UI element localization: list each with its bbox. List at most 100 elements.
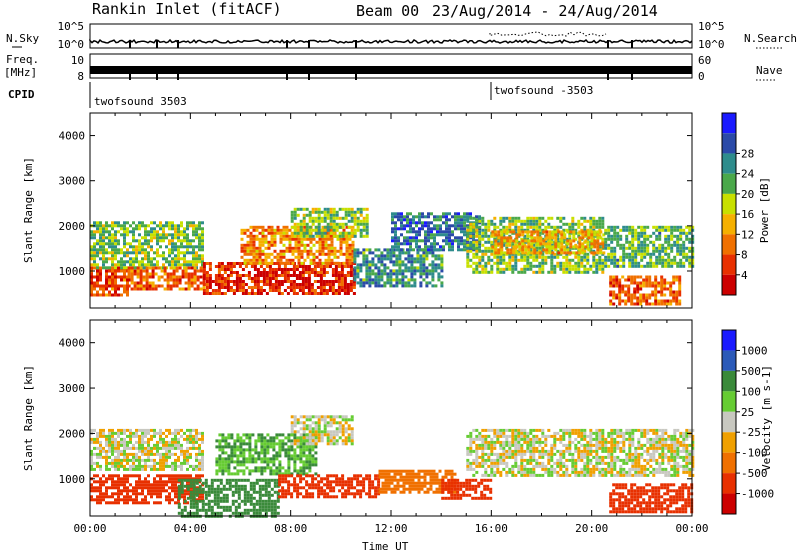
heatmap-cell [352,226,355,229]
heatmap-cell [272,463,275,466]
heatmap-cell [637,238,640,241]
heatmap-cell [439,215,442,218]
heatmap-cell [250,262,253,265]
heatmap-cell [289,250,292,253]
heatmap-cell [271,509,274,512]
heatmap-cell [200,270,203,273]
cpid-segment-label: twofsound -3503 [494,84,593,97]
heatmap-cell [529,226,532,229]
heatmap-cell [410,275,413,278]
heatmap-cell [469,212,472,215]
heatmap-cell [180,450,183,453]
heatmap-cell [341,283,344,286]
heatmap-cell [419,266,422,269]
nsky-tick-bottom: 10^0 [58,38,85,51]
heatmap-cell [117,429,120,432]
heatmap-cell [350,268,353,271]
heatmap-cell [541,217,544,220]
heatmap-cell [494,233,497,236]
heatmap-cell [296,286,299,289]
heatmap-cell [260,457,263,460]
heatmap-cell [206,262,209,265]
heatmap-cell [171,468,174,471]
heatmap-cell [566,251,569,254]
heatmap-cell [206,271,209,274]
heatmap-cell [242,286,245,289]
heatmap-cell [156,230,159,233]
heatmap-cell [604,244,607,247]
heatmap-cell [117,486,120,489]
heatmap-cell [117,294,120,297]
heatmap-cell [158,267,161,270]
heatmap-cell [198,239,201,242]
heatmap-cell [159,447,162,450]
heatmap-cell [472,235,475,238]
heatmap-cell [648,285,651,288]
heatmap-cell [281,439,284,442]
heatmap-cell [430,245,433,248]
heatmap-cell [292,250,295,253]
heatmap-cell [395,263,398,266]
heatmap-cell [349,262,352,265]
heatmap-cell [340,253,343,256]
heatmap-cell [636,297,639,300]
heatmap-cell [272,283,275,286]
heatmap-cell [199,479,202,482]
heatmap-cell [365,257,368,260]
heatmap-cell [159,432,162,435]
heatmap-cell [105,221,108,224]
heatmap-cell [224,451,227,454]
heatmap-cell [241,250,244,253]
heatmap-cell [129,435,132,438]
heatmap-cell [306,208,309,211]
heatmap-cell [230,472,233,475]
heatmap-cell [682,250,685,253]
heatmap-cell [244,485,247,488]
heatmap-cell [150,495,153,498]
heatmap-cell [287,286,290,289]
heatmap-cell [554,236,557,239]
heatmap-cell [315,232,318,235]
heatmap-cell [144,429,147,432]
heatmap-cell [138,245,141,248]
heatmap-cell [111,438,114,441]
heatmap-cell [263,466,266,469]
heatmap-cell [141,492,144,495]
heatmap-cell [114,239,117,242]
heatmap-cell [400,218,403,221]
heatmap-cell [427,230,430,233]
heatmap-cell [177,432,180,435]
heatmap-cell [278,448,281,451]
heatmap-cell [391,239,394,242]
heatmap-cell [244,500,247,503]
heatmap-cell [105,251,108,254]
heatmap-cell [99,432,102,435]
heatmap-cell [259,241,262,244]
heatmap-cell [360,208,363,211]
heatmap-cell [303,220,306,223]
heatmap-cell [138,447,141,450]
heatmap-cell [266,271,269,274]
heatmap-cell [201,462,204,465]
heatmap-cell [253,250,256,253]
heatmap-cell [174,432,177,435]
heatmap-cell [607,247,610,250]
heatmap-cell [678,288,681,291]
heatmap-cell [589,226,592,229]
heatmap-cell [281,274,284,277]
heatmap-cell [188,288,191,291]
heatmap-cell [397,215,400,218]
heatmap-cell [93,462,96,465]
heatmap-cell [536,236,539,239]
heatmap-cell [613,226,616,229]
heatmap-cell [259,247,262,250]
heatmap-cell [652,262,655,265]
heatmap-cell [123,498,126,501]
heatmap-cell [628,256,631,259]
heatmap-cell [254,292,257,295]
heatmap-cell [660,282,663,285]
heatmap-cell [251,448,254,451]
heatmap-cell [135,489,138,492]
heatmap-cell [472,244,475,247]
heatmap-cell [191,273,194,276]
